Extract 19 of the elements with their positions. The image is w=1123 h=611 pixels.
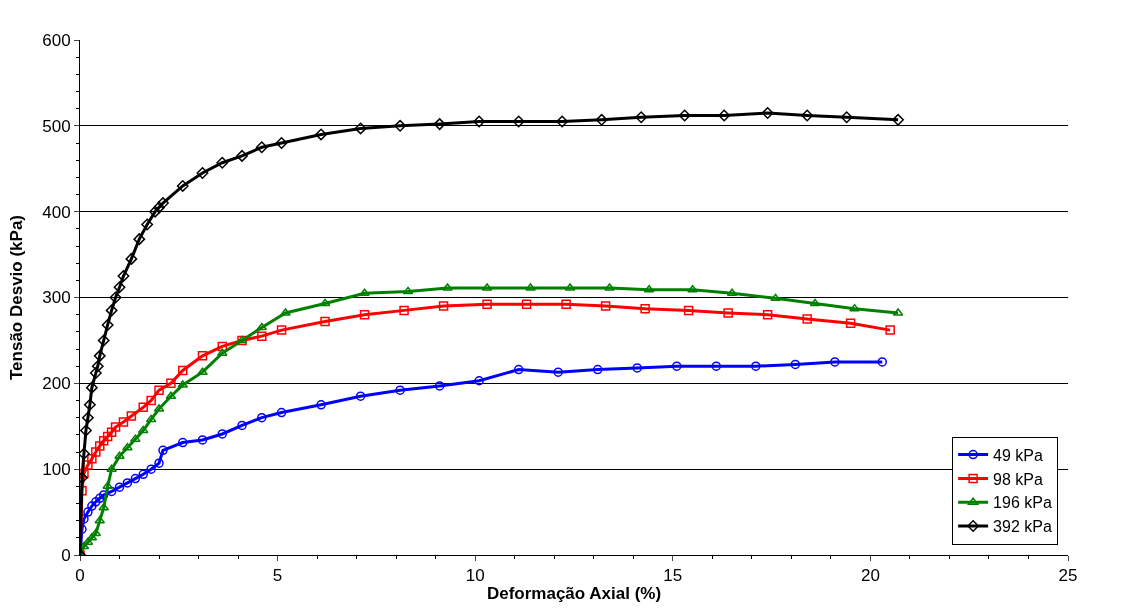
legend-label: 392 kPa <box>993 518 1052 536</box>
legend-label: 196 kPa <box>993 494 1052 512</box>
x-tick-label: 25 <box>1058 566 1078 586</box>
x-axis-title: Deformação Axial (%) <box>486 583 662 603</box>
x-tick-label: 15 <box>663 566 683 586</box>
x-tick-label: 20 <box>860 566 880 586</box>
y-tick-label: 0 <box>61 545 71 565</box>
y-tick-label: 600 <box>42 30 71 50</box>
x-tick-label: 0 <box>75 566 85 586</box>
x-tick-label: 5 <box>272 566 283 586</box>
legend-label: 49 kPa <box>993 446 1044 464</box>
y-tick-label: 100 <box>42 460 71 480</box>
y-axis-title: Tensão Desvio (kPa) <box>6 214 26 381</box>
y-tick-label: 300 <box>42 288 71 308</box>
y-tick-label: 500 <box>42 116 71 136</box>
x-tick-label: 10 <box>465 566 485 586</box>
y-tick-label: 200 <box>42 374 71 394</box>
y-tick-label: 400 <box>42 202 71 222</box>
legend-label: 98 kPa <box>993 470 1044 488</box>
